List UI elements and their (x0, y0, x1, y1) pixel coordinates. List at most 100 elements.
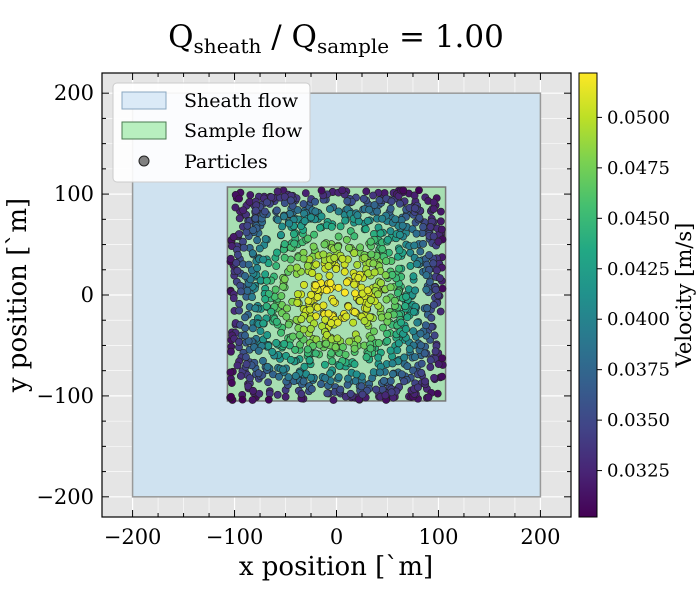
particle (227, 379, 236, 387)
particle (386, 377, 395, 385)
particle (411, 353, 419, 361)
particle (377, 279, 385, 287)
particle (320, 240, 329, 249)
particle (251, 206, 260, 215)
particle (299, 377, 308, 386)
particle (226, 368, 235, 377)
particle (379, 323, 387, 332)
particle (399, 186, 408, 195)
particle (430, 373, 438, 382)
particle (273, 216, 282, 224)
particle (419, 223, 427, 231)
particle (289, 332, 297, 341)
particle (353, 260, 362, 269)
particle (373, 207, 382, 216)
particle (432, 266, 441, 275)
particle (416, 329, 425, 338)
particle (433, 389, 442, 398)
particle (229, 233, 238, 241)
particle (374, 290, 382, 299)
particle (289, 230, 298, 238)
particle (429, 259, 438, 268)
particle (351, 289, 360, 298)
particle (400, 377, 408, 386)
y-axis-title: y position [`m] (3, 198, 33, 393)
particle (267, 307, 276, 316)
particle (365, 313, 374, 322)
particle (415, 186, 423, 195)
particle (363, 217, 372, 225)
particle (438, 284, 447, 293)
particle (307, 385, 316, 393)
particle (342, 278, 351, 287)
legend: Sheath flow Sample flow Particles (112, 82, 311, 183)
particle (321, 360, 329, 369)
particle (254, 346, 263, 355)
particle (327, 222, 336, 231)
x-axis-title: x position [`m] (239, 552, 433, 582)
particle (423, 304, 432, 313)
particle (344, 374, 352, 383)
particle (362, 353, 371, 362)
particle (421, 321, 430, 330)
particle (291, 345, 300, 354)
particle (395, 199, 404, 208)
colorbar-tick-label: 0.0500 (607, 107, 670, 128)
particle (426, 356, 435, 365)
x-tick-label: −200 (104, 525, 162, 549)
colorbar-tick-label: 0.0425 (607, 259, 670, 280)
particle (246, 191, 255, 199)
particle (273, 248, 281, 257)
particle (264, 259, 273, 268)
particle (395, 230, 404, 239)
particle (374, 353, 383, 362)
particle (299, 325, 308, 334)
particle (398, 221, 407, 230)
particle (332, 265, 340, 273)
particle (233, 361, 242, 370)
particle (239, 243, 248, 252)
particle (344, 302, 353, 311)
particle (367, 250, 376, 259)
particle (261, 270, 270, 279)
particle (415, 213, 424, 222)
particle (377, 313, 386, 322)
particle (362, 187, 371, 196)
particle (263, 331, 272, 339)
particle (417, 341, 425, 350)
particle (255, 244, 264, 253)
particle (264, 378, 273, 387)
particle (322, 339, 331, 348)
particle (301, 189, 310, 198)
colorbar-tick-label: 0.0450 (607, 208, 670, 229)
particle (383, 329, 391, 338)
particle (292, 263, 301, 272)
particle (342, 312, 351, 321)
particle (317, 380, 325, 388)
particle (268, 347, 277, 356)
particle (300, 362, 309, 371)
particle (387, 388, 396, 397)
particle (280, 275, 289, 284)
particle (420, 349, 429, 358)
particle (235, 194, 244, 203)
particle (369, 327, 378, 336)
particle (330, 253, 339, 262)
particle (421, 377, 430, 386)
particle (349, 318, 358, 327)
particle (307, 213, 315, 222)
particle (280, 192, 289, 201)
particle (429, 300, 438, 309)
particle (386, 204, 395, 213)
particle (350, 308, 359, 316)
particle (422, 271, 431, 280)
particle (326, 279, 335, 287)
particle (284, 320, 293, 329)
particle (437, 225, 446, 234)
particle (395, 246, 404, 255)
particle (412, 229, 421, 238)
particle (427, 313, 436, 322)
particle (317, 212, 326, 221)
particle (328, 357, 337, 366)
particle (238, 395, 247, 404)
